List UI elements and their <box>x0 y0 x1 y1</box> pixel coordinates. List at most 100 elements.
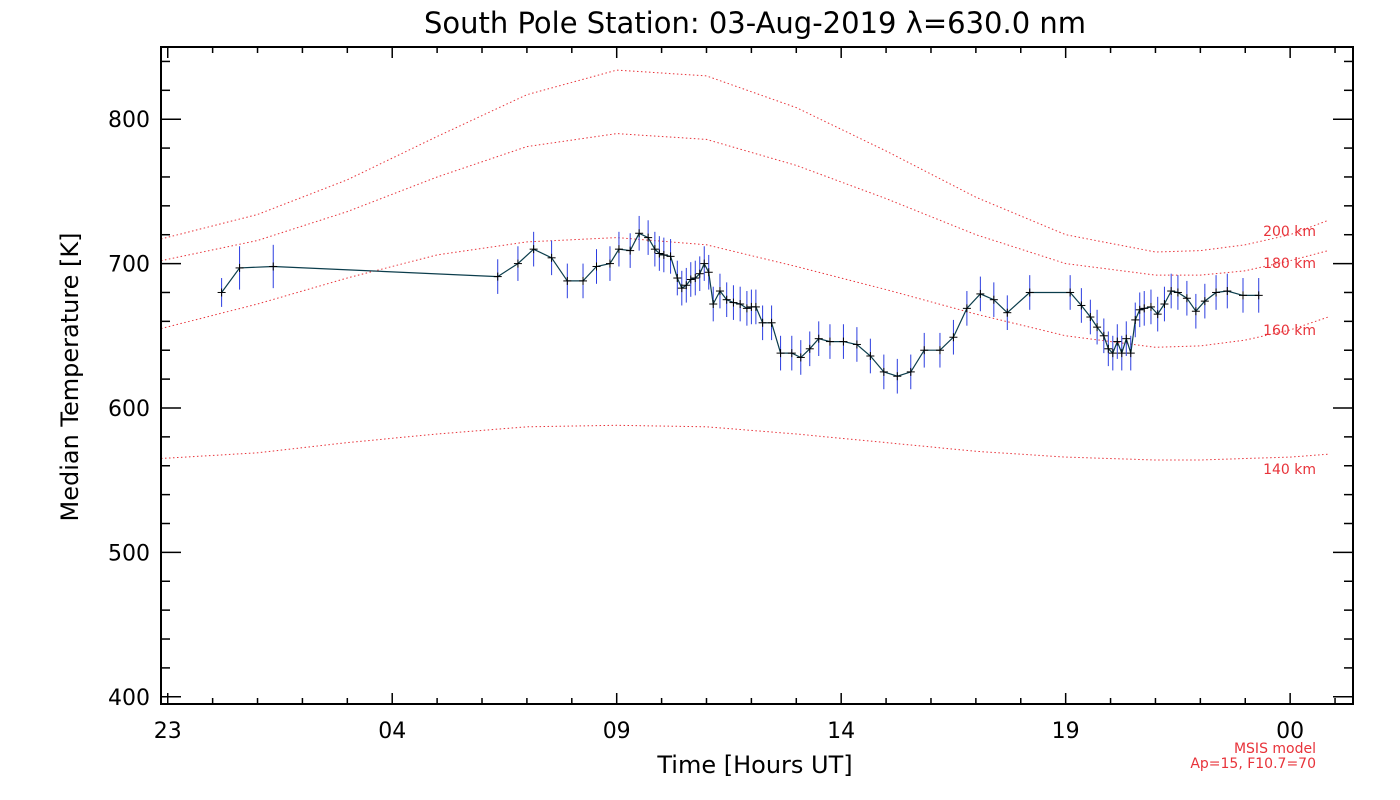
data-point <box>1108 349 1117 358</box>
x-axis-label: Time [Hours UT] <box>656 751 852 779</box>
model-curve-160km <box>160 237 1329 348</box>
data-point <box>513 259 522 268</box>
data-point <box>742 304 751 313</box>
data-point <box>695 269 704 278</box>
x-tick-label: 19 <box>1052 719 1080 744</box>
data-point <box>547 253 556 262</box>
data-point <box>579 276 588 285</box>
data-point <box>1099 331 1108 340</box>
data-point <box>758 318 767 327</box>
y-tick-label: 800 <box>108 108 150 133</box>
data-point <box>1077 301 1086 310</box>
data-point <box>920 346 929 355</box>
data-point <box>1113 337 1122 346</box>
data-point <box>751 302 760 311</box>
msis-note-line2: Ap=15, F10.7=70 <box>1190 756 1316 772</box>
data-point <box>1153 310 1162 319</box>
data-point <box>217 288 226 297</box>
data-point <box>1239 291 1248 300</box>
y-tick-label: 400 <box>108 686 150 711</box>
data-point <box>563 276 572 285</box>
data-point <box>776 349 785 358</box>
x-tick-label: 23 <box>154 719 182 744</box>
data-point <box>635 229 644 238</box>
data-point <box>715 287 724 296</box>
data-point <box>493 272 502 281</box>
data-point <box>269 262 278 271</box>
data-point <box>686 275 695 284</box>
data-point <box>1131 315 1140 324</box>
data-point <box>949 333 958 342</box>
data-point <box>893 372 902 381</box>
curve-label-160km: 160 km <box>1263 323 1316 339</box>
data-point <box>1223 287 1232 296</box>
data-point <box>1122 334 1131 343</box>
data-point <box>1191 307 1200 316</box>
x-axis-ticks: 23 04 09 14 19 00 <box>154 47 1336 744</box>
data-point <box>866 352 875 361</box>
data-point <box>1104 344 1113 353</box>
data-point <box>644 233 653 242</box>
data-point <box>592 262 601 271</box>
data-point <box>1200 297 1209 306</box>
plot-frame <box>160 46 1354 705</box>
data-point <box>666 252 675 261</box>
y-axis-ticks: 400 500 600 700 800 <box>108 60 1353 711</box>
msis-model-curves <box>160 69 1329 461</box>
data-point <box>1140 304 1149 313</box>
data-point <box>989 295 998 304</box>
x-tick-label: 00 <box>1276 719 1304 744</box>
model-curve-140km <box>160 424 1329 461</box>
data-point <box>650 245 659 254</box>
x-tick-label: 14 <box>827 719 855 744</box>
data-point <box>729 298 738 307</box>
data-point <box>659 250 668 259</box>
data-point <box>1135 305 1144 314</box>
data-point <box>814 334 823 343</box>
y-axis-label: Median Temperature [K] <box>56 232 84 521</box>
data-point <box>1086 313 1095 322</box>
data-point <box>1146 302 1155 311</box>
data-point <box>700 259 709 268</box>
curve-label-200km: 200 km <box>1263 224 1316 240</box>
data-point <box>605 259 614 268</box>
y-tick-label: 600 <box>108 397 150 422</box>
data-point <box>767 318 776 327</box>
y-tick-label: 500 <box>108 541 150 566</box>
data-point <box>722 295 731 304</box>
data-point <box>1025 288 1034 297</box>
x-tick-label: 04 <box>378 719 406 744</box>
data-point <box>976 289 985 298</box>
data-point <box>1160 300 1169 309</box>
data-point <box>1126 349 1135 358</box>
data-point <box>529 245 538 254</box>
data-point <box>962 304 971 313</box>
data-point <box>1117 349 1126 358</box>
data-point <box>825 337 834 346</box>
data-point <box>935 346 944 355</box>
data-point <box>709 300 718 309</box>
data-point <box>805 344 814 353</box>
data-point <box>626 246 635 255</box>
data-point <box>1066 288 1075 297</box>
data-point <box>235 263 244 272</box>
chart-title: South Pole Station: 03-Aug-2019 λ=630.0 … <box>424 6 1086 40</box>
data-point <box>787 349 796 358</box>
data-point <box>736 300 745 309</box>
data-point <box>614 245 623 254</box>
data-point <box>682 281 691 290</box>
data-point <box>852 340 861 349</box>
msis-note-line1: MSIS model <box>1234 741 1316 757</box>
curve-label-180km: 180 km <box>1263 256 1316 272</box>
data-markers <box>217 229 1263 381</box>
curve-label-140km: 140 km <box>1263 462 1316 478</box>
model-curve-180km <box>160 133 1329 276</box>
data-point <box>906 367 915 376</box>
data-point <box>839 337 848 346</box>
data-point <box>673 274 682 283</box>
data-point <box>1167 287 1176 296</box>
data-point <box>704 268 713 277</box>
data-point <box>1003 308 1012 317</box>
data-point <box>879 367 888 376</box>
